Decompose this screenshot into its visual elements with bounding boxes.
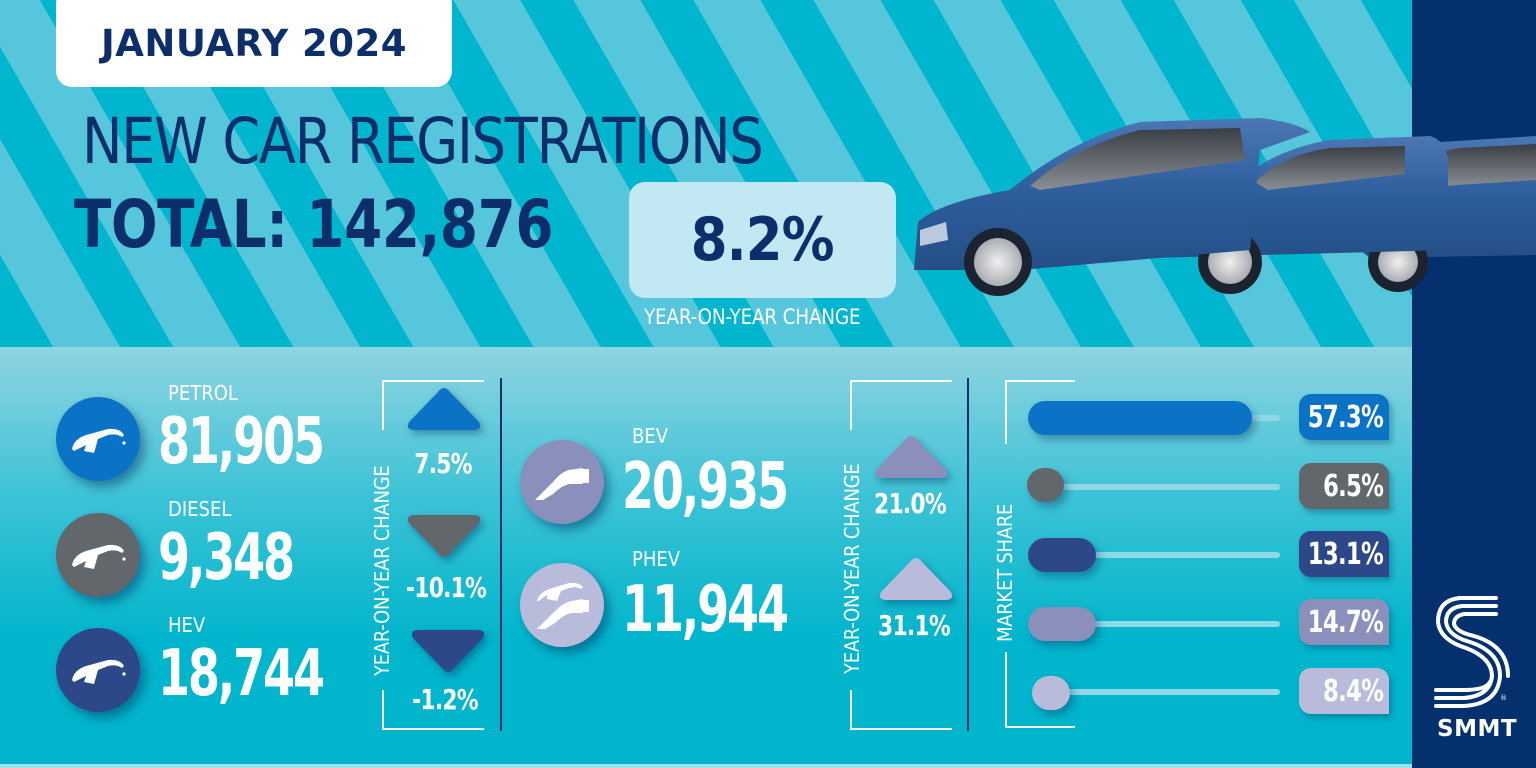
petrol-value: 81,905 xyxy=(158,405,325,479)
fuel-nozzle-and-ev-plug-icon xyxy=(537,582,589,629)
bev-icon-circle xyxy=(520,440,604,524)
yoy-bracket-right-top xyxy=(850,380,952,430)
share-bar-phev xyxy=(1032,676,1070,710)
phev-yoy: 31.1% xyxy=(878,609,951,642)
share-track-phev xyxy=(1065,689,1280,695)
smmt-logo-icon: ® xyxy=(1434,596,1510,708)
section-divider-right xyxy=(967,378,969,731)
share-value-petrol: 57.3% xyxy=(1307,399,1384,435)
hev-label: HEV xyxy=(168,613,206,637)
yoy-bracket-left-bottom xyxy=(382,690,484,730)
share-track-petrol xyxy=(1250,415,1280,421)
share-bar-diesel xyxy=(1027,468,1064,502)
share-badge-bev: 14.7% xyxy=(1299,599,1389,645)
yoy-change-box: 8.2% xyxy=(629,182,896,298)
share-badge-hev: 13.1% xyxy=(1299,531,1389,577)
yoy-change-value: 8.2% xyxy=(691,205,835,275)
share-value-hev: 13.1% xyxy=(1307,536,1384,572)
yoy-vertical-label-left: YEAR-ON-YEAR CHANGE xyxy=(370,465,394,676)
phev-label: PHEV xyxy=(632,547,681,571)
share-value-bev: 14.7% xyxy=(1307,604,1384,640)
page-title: NEW CAR REGISTRATIONS xyxy=(82,105,764,178)
car-mpv-icon xyxy=(914,118,1310,296)
share-value-diesel: 6.5% xyxy=(1322,468,1384,504)
petrol-label: PETROL xyxy=(168,381,238,405)
yoy-change-label: YEAR-ON-YEAR CHANGE xyxy=(644,305,861,329)
yoy-bracket-right-bottom xyxy=(850,690,952,730)
share-track-diesel xyxy=(1060,484,1280,490)
hev-icon-circle xyxy=(56,628,140,712)
hev-yoy: -1.2% xyxy=(412,683,479,716)
down-arrow-icon xyxy=(407,515,481,557)
share-value-phev: 8.4% xyxy=(1322,673,1384,709)
share-badge-petrol: 57.3% xyxy=(1299,394,1389,440)
market-share-bracket-bottom xyxy=(1005,652,1075,728)
diesel-icon-circle xyxy=(56,513,140,597)
date-label: JANUARY 2024 xyxy=(100,22,408,65)
share-badge-phev: 8.4% xyxy=(1299,668,1389,714)
svg-text:®: ® xyxy=(1500,694,1507,702)
hev-value: 18,744 xyxy=(158,637,325,711)
fuel-pump-nozzle-icon xyxy=(72,428,126,453)
yoy-bracket-left-top xyxy=(382,380,484,430)
cars-illustration xyxy=(914,118,1536,296)
phev-icon-circle xyxy=(520,563,604,647)
bev-value: 20,935 xyxy=(622,450,789,524)
market-share-label: MARKET SHARE xyxy=(993,503,1017,642)
fuel-pump-nozzle-icon xyxy=(72,659,126,684)
share-track-hev xyxy=(1090,552,1280,558)
share-track-bev xyxy=(1090,621,1280,627)
market-share-bracket-top xyxy=(1005,380,1075,444)
up-arrow-icon xyxy=(879,558,953,600)
diesel-label: DIESEL xyxy=(168,497,232,521)
petrol-icon-circle xyxy=(56,397,140,481)
bottom-edge xyxy=(0,764,1412,768)
up-arrow-icon xyxy=(407,388,481,430)
up-arrow-icon xyxy=(874,436,948,478)
share-bar-petrol xyxy=(1028,401,1252,435)
diesel-yoy: -10.1% xyxy=(406,571,487,604)
share-bar-hev xyxy=(1028,538,1096,572)
petrol-yoy: 7.5% xyxy=(414,447,472,480)
phev-value: 11,944 xyxy=(622,573,789,647)
ev-charging-plug-icon xyxy=(535,468,589,500)
total-registrations: TOTAL: 142,876 xyxy=(74,186,554,263)
bev-yoy: 21.0% xyxy=(874,487,947,520)
diesel-value: 9,348 xyxy=(158,521,295,595)
bev-label: BEV xyxy=(632,424,669,448)
brand-strip xyxy=(1412,0,1536,768)
fuel-pump-nozzle-icon xyxy=(72,544,126,569)
date-tab: JANUARY 2024 xyxy=(56,0,452,87)
share-bar-bev xyxy=(1028,607,1096,641)
smmt-wordmark: SMMT xyxy=(1437,716,1518,742)
share-badge-diesel: 6.5% xyxy=(1299,463,1389,509)
down-arrow-icon xyxy=(411,630,485,672)
yoy-vertical-label-right: YEAR-ON-YEAR CHANGE xyxy=(840,463,864,674)
section-divider-left xyxy=(500,378,502,731)
